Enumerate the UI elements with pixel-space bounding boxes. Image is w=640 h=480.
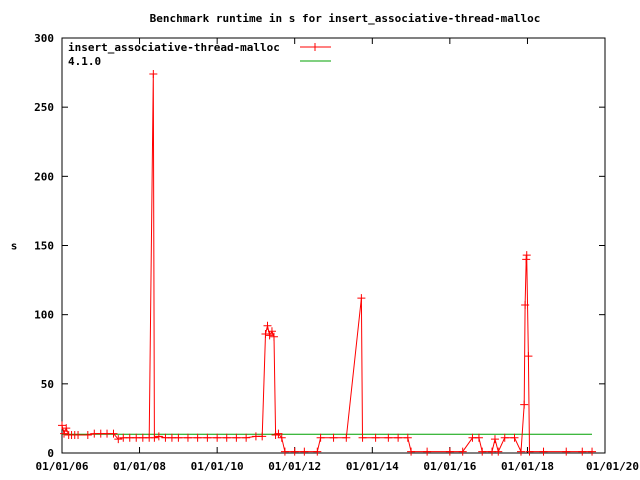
data-point [384,433,393,442]
data-point [521,300,530,309]
data-point [458,447,467,456]
data-point [267,327,276,336]
data-point [261,330,270,339]
data-point [524,352,533,361]
data-point [407,447,416,456]
series-layer [58,69,597,456]
y-axis-label: s [11,240,18,253]
x-tick-label: 01/01/20 [586,460,639,473]
data-point [269,332,278,341]
data-point [539,447,548,456]
data-point [474,433,483,442]
y-tick-label: 200 [34,170,54,183]
data-point [60,429,69,438]
legend-label: 4.1.0 [68,55,101,68]
data-point [316,433,325,442]
data-point [562,447,571,456]
data-point [203,433,212,442]
data-point [342,433,351,442]
data-point [510,433,519,442]
x-tick-label: 01/01/08 [113,460,166,473]
data-point [522,251,531,260]
data-point [358,433,367,442]
y-tick-label: 150 [34,240,54,253]
data-point [277,433,286,442]
data-point [500,433,509,442]
data-point [329,433,338,442]
data-point [522,255,531,264]
data-point [222,433,231,442]
data-point [588,447,597,456]
data-point [516,447,525,456]
data-point [490,435,499,444]
data-point [258,432,267,441]
data-point [74,431,83,440]
data-point [274,429,283,438]
data-point [357,294,366,303]
data-point [403,433,412,442]
x-tick-label: 01/01/18 [501,460,554,473]
data-point [150,433,159,442]
data-point [114,435,123,444]
series-line [61,73,592,454]
x-tick-label: 01/01/12 [268,460,321,473]
y-tick-label: 300 [34,32,54,45]
data-point [62,424,71,433]
y-tick-label: 100 [34,309,54,322]
data-point [193,433,202,442]
data-point [154,432,163,441]
x-tick-label: 01/01/14 [346,460,399,473]
legend-marker [311,43,319,51]
data-point [58,421,66,430]
x-tick-label: 01/01/06 [36,460,89,473]
chart-title: Benchmark runtime in s for insert_associ… [150,12,541,25]
data-point [578,447,587,456]
plot-frame [61,37,606,454]
y-tick-label: 50 [41,378,54,391]
data-point [371,433,380,442]
data-point [174,433,183,442]
y-tick-label: 250 [34,101,54,114]
x-tick-label: 01/01/10 [191,460,244,473]
data-point [242,433,251,442]
data-point [300,447,309,456]
x-tick-label: 01/01/16 [423,460,476,473]
axis-ticks: 0 50 100 150 200 250 300 01/01/06 01/01/08 01/01/… [34,32,639,473]
data-point [83,431,92,440]
data-point [265,331,274,340]
data-point [520,400,529,409]
data-point [445,447,454,456]
data-point [290,447,299,456]
data-point [313,447,322,456]
data-point [394,433,403,442]
legend-label: insert_associative-thread-malloc [68,41,280,54]
data-point [109,429,118,438]
data-point [263,321,272,330]
data-point [213,433,222,442]
y-tick-label: 0 [47,447,54,460]
data-point [478,447,487,456]
data-point [423,447,432,456]
data-point [232,433,241,442]
data-point [494,447,503,456]
data-point [149,69,158,78]
data-point [525,447,534,456]
data-point [280,447,289,456]
data-point [183,433,192,442]
